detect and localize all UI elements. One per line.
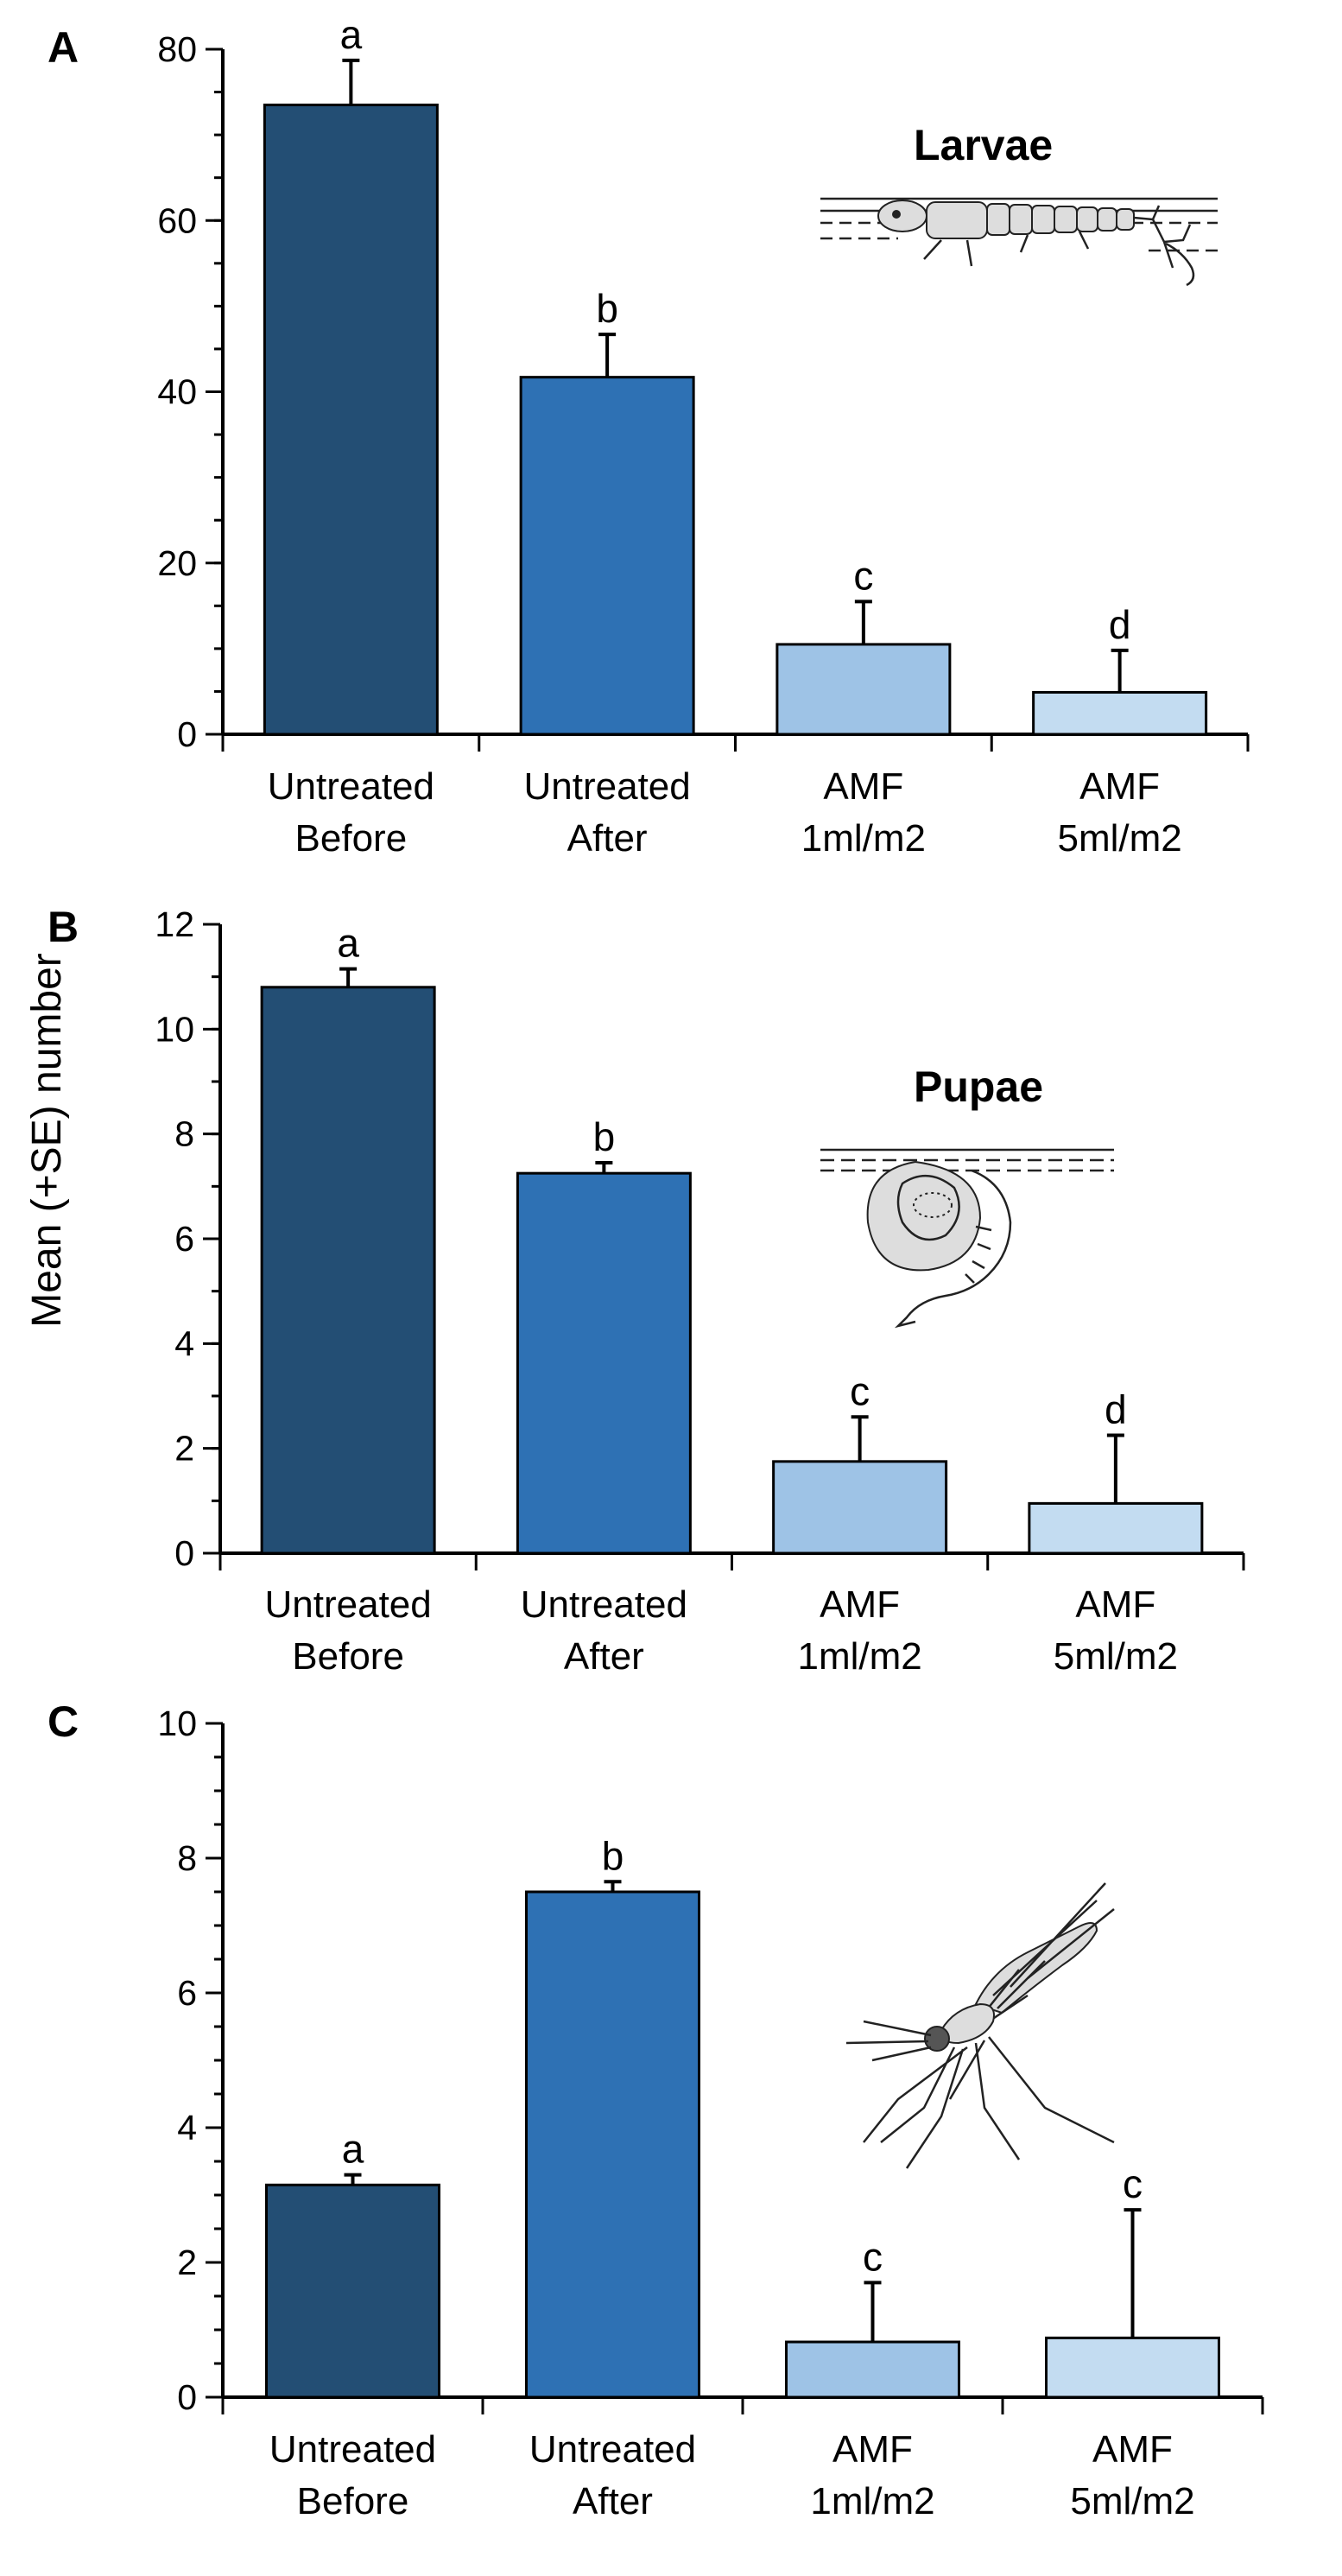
category-label: AMF [1079,765,1160,808]
y-tick-label: 20 [157,543,197,583]
inset-title: Larvae [914,121,1053,169]
bar [265,2183,440,2399]
y-tick-label: 8 [174,1114,194,1154]
y-tick-label: 40 [157,372,197,412]
category-label: 5ml/m2 [1070,2480,1194,2522]
category-label: 5ml/m2 [1054,1635,1178,1678]
significance-label: d [1109,602,1131,647]
bar [263,103,439,736]
y-tick-label: 2 [174,1429,194,1469]
bar [525,1890,700,2399]
bar [1028,1501,1204,1555]
inset-title: Pupae [914,1063,1043,1111]
significance-label: b [593,1114,616,1159]
y-tick-label: 4 [177,2108,197,2148]
bar [775,643,952,736]
category-label: Untreated [269,2428,436,2471]
y-tick-label: 60 [157,200,197,240]
panel-letter: B [47,903,79,951]
bar [516,1171,692,1555]
bar [772,1460,948,1555]
category-label: After [573,2480,653,2522]
mosquito-icon [845,1882,1115,2169]
bar [1032,690,1208,736]
category-label: After [564,1635,644,1678]
category-label: AMF [1092,2428,1173,2471]
y-tick-label: 0 [177,714,197,754]
category-label: 1ml/m2 [801,817,926,860]
y-tick-label: 80 [157,29,197,69]
significance-label: a [337,921,359,966]
category-label: Before [295,817,408,860]
y-tick-label: 10 [157,1704,197,1743]
category-label: Untreated [268,765,434,808]
significance-label: c [853,553,873,598]
y-tick-label: 10 [155,1009,194,1049]
significance-label: d [1105,1387,1127,1432]
significance-label: c [850,1368,870,1413]
category-label: AMF [832,2428,913,2471]
panel-letter: A [47,23,79,72]
panel-c: C 0 2 4 6 8 10 a Untreated Before b Untreated After c… [47,1697,1264,2522]
category-label: Before [297,2480,409,2522]
bar [785,2340,960,2399]
panel-a: A Larvae 0 20 40 60 80 a Untreated Before b Untreat… [47,12,1250,860]
category-label: After [567,817,648,860]
category-label: Before [292,1635,404,1678]
panel-letter: C [47,1697,79,1746]
panel-b: B Pupae 0 2 4 6 8 10 12 a Untreated Before b Untreate… [47,903,1245,1678]
bar [519,376,695,736]
significance-label: c [1123,2161,1143,2206]
pupa-icon [820,1148,1114,1329]
category-label: Untreated [529,2428,696,2471]
y-tick-label: 0 [174,1533,194,1573]
y-tick-label: 4 [174,1323,194,1363]
significance-label: b [596,286,618,331]
category-label: AMF [1075,1583,1155,1626]
y-tick-label: 6 [174,1219,194,1259]
category-label: Untreated [265,1583,432,1626]
bar [1045,2336,1220,2399]
category-label: 5ml/m2 [1058,817,1182,860]
y-tick-label: 6 [177,1973,197,2013]
y-tick-label: 12 [155,904,194,944]
category-label: Untreated [524,765,691,808]
y-tick-label: 8 [177,1838,197,1878]
category-label: AMF [823,765,903,808]
category-label: 1ml/m2 [798,1635,922,1678]
category-label: Untreated [521,1583,687,1626]
bar [260,986,436,1555]
significance-label: a [342,2127,364,2172]
category-label: 1ml/m2 [810,2480,934,2522]
y-tick-label: 0 [177,2377,197,2417]
significance-label: a [340,12,363,57]
significance-label: b [602,1833,624,1878]
y-tick-label: 2 [177,2243,197,2282]
y-axis-label: Mean (+SE) number [24,953,70,1328]
significance-label: c [863,2234,883,2279]
larva-icon [820,197,1218,287]
category-label: AMF [820,1583,900,1626]
